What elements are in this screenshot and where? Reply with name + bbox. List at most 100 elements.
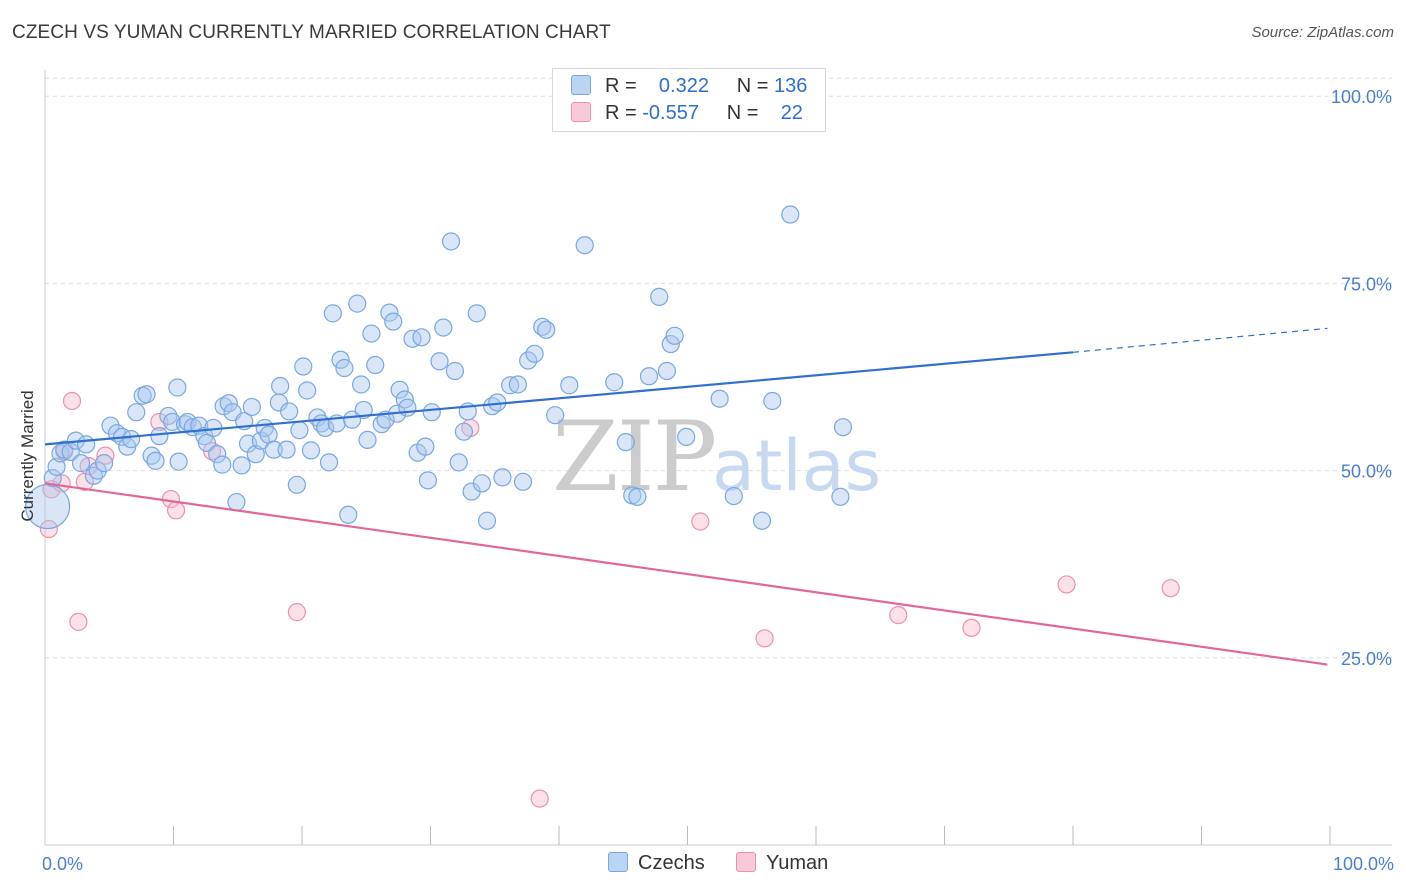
- czechs-trend-line: [44, 351, 1074, 446]
- czechs-point: [137, 385, 156, 404]
- czechs-point: [358, 430, 377, 450]
- czechs-point: [376, 410, 395, 429]
- y-tick-label: 100.0%: [1331, 87, 1392, 107]
- czechs-point: [665, 326, 684, 345]
- czechs-point: [445, 361, 465, 381]
- czechs-point: [628, 487, 647, 506]
- y-axis-label: Currently Married: [18, 390, 37, 521]
- czechs-point: [71, 454, 91, 473]
- watermark: ZIP atlas: [552, 401, 881, 513]
- czechs-point: [95, 454, 114, 473]
- czechs-point: [323, 304, 342, 323]
- bottom-legend-yuman-label: Yuman: [766, 852, 829, 874]
- czechs-point: [121, 430, 141, 449]
- czechs-swatch: [571, 75, 591, 95]
- bottom-legend-yuman: Yuman: [736, 852, 828, 875]
- czechs-point: [418, 471, 438, 490]
- czechs-point: [546, 406, 565, 425]
- yuman-point: [62, 391, 82, 411]
- czechs-points: [24, 205, 853, 530]
- czechs-point: [560, 376, 579, 395]
- czechs-point: [88, 461, 107, 480]
- czechs-point: [398, 398, 417, 417]
- czechs-point: [519, 351, 538, 370]
- czechs-point: [319, 453, 339, 472]
- czechs-point: [339, 505, 358, 524]
- source-label: Source: ZipAtlas.com: [1251, 24, 1394, 41]
- czechs-point: [290, 421, 309, 440]
- chart-title: CZECH VS YUMAN CURRENTLY MARRIED CORRELA…: [12, 22, 611, 43]
- yuman-swatch: [736, 852, 756, 872]
- grid-lines: [45, 77, 1392, 659]
- yuman-point: [166, 501, 186, 520]
- czechs-point: [831, 487, 850, 506]
- czechs-point: [763, 391, 782, 411]
- czechs-point: [168, 378, 187, 397]
- czechs-point: [501, 376, 520, 395]
- czechs-point: [403, 329, 422, 348]
- bottom-legend-czechs: Czechs: [608, 852, 705, 875]
- czechs-point: [710, 389, 729, 408]
- czechs-point: [232, 456, 251, 475]
- czechs-point: [169, 452, 188, 471]
- yuman-point: [962, 618, 981, 637]
- x-tick-label: 0.0%: [42, 854, 83, 874]
- legend-row-czechs: R = 0.322 N = 136: [571, 75, 807, 101]
- legend-r-value: 0.322: [658, 75, 709, 97]
- bottom-legend-czechs-label: Czechs: [638, 852, 705, 874]
- czechs-point: [61, 442, 80, 461]
- czechs-point: [412, 328, 431, 347]
- yuman-point: [96, 446, 115, 465]
- czechs-point: [43, 468, 62, 488]
- czechs-point: [477, 511, 497, 530]
- czechs-point: [362, 324, 381, 343]
- czechs-point: [441, 232, 461, 251]
- yuman-points: [39, 391, 1180, 808]
- czechs-point: [280, 402, 299, 421]
- yuman-point: [52, 474, 71, 493]
- czechs-point: [214, 397, 233, 416]
- czechs-point: [677, 427, 696, 447]
- czechs-point: [335, 358, 354, 378]
- czechs-point: [242, 397, 261, 417]
- czechs-point: [454, 422, 474, 441]
- czechs-point: [422, 403, 441, 422]
- yuman-point: [150, 412, 169, 432]
- czechs-point: [472, 474, 491, 493]
- yuman-point: [1057, 575, 1076, 594]
- czechs-point: [380, 303, 399, 322]
- yuman-point: [755, 629, 774, 648]
- watermark-atlas: atlas: [712, 425, 881, 507]
- trend-lines: [44, 327, 1328, 666]
- legend-n-value: 22: [780, 102, 803, 124]
- yuman-point: [1161, 579, 1180, 598]
- czechs-swatch: [608, 852, 628, 872]
- yuman-point: [287, 603, 306, 622]
- y-tick-label: 50.0%: [1341, 462, 1392, 482]
- czechs-point: [208, 445, 227, 464]
- czechs-point: [434, 318, 453, 337]
- legend: R = 0.322 N = 136 R = -0.557 N = 22: [552, 68, 826, 132]
- yuman-trend-line: [44, 482, 1328, 666]
- legend-n-label: N =: [726, 102, 759, 124]
- czechs-point: [127, 403, 146, 422]
- legend-n-value: 136: [774, 75, 808, 97]
- czechs-point: [101, 416, 120, 435]
- czechs-point: [639, 367, 659, 386]
- czechs-point: [384, 312, 403, 331]
- czechs-point: [277, 440, 296, 459]
- czechs-point: [833, 418, 853, 437]
- czechs-point: [294, 357, 313, 376]
- czechs-point: [416, 437, 435, 456]
- czechs-point: [178, 412, 197, 432]
- czechs-point: [724, 486, 743, 506]
- czechs-point: [77, 435, 96, 454]
- legend-n-label: N =: [736, 75, 769, 97]
- czechs-point: [352, 375, 371, 394]
- czechs-point: [430, 352, 449, 371]
- y-tick-label: 75.0%: [1341, 274, 1392, 294]
- czechs-point: [575, 236, 594, 255]
- czechs-point: [348, 294, 367, 313]
- czechs-point: [219, 394, 238, 413]
